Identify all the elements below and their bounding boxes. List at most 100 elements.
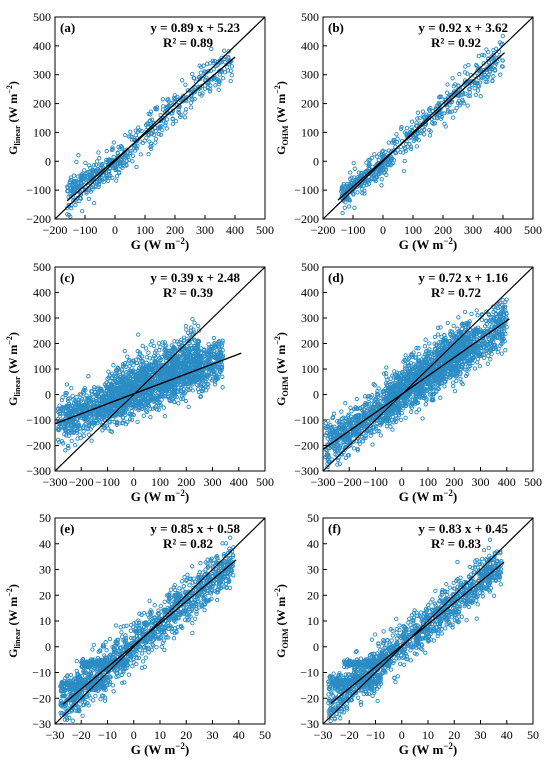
data-point	[140, 343, 145, 349]
data-point	[133, 376, 138, 381]
data-point	[67, 179, 72, 184]
data-point	[131, 412, 136, 418]
data-point	[475, 360, 480, 365]
data-point	[348, 405, 353, 410]
data-point	[196, 75, 202, 80]
data-point	[107, 175, 112, 181]
data-point	[163, 355, 168, 360]
data-point	[146, 152, 151, 157]
data-point	[188, 328, 194, 333]
data-point	[143, 346, 149, 351]
data-point	[111, 396, 116, 402]
data-point	[89, 392, 94, 398]
data-point	[153, 140, 158, 145]
data-point	[504, 311, 509, 316]
data-point	[194, 346, 199, 351]
data-point	[375, 429, 380, 434]
data-point	[503, 348, 508, 353]
data-point	[150, 367, 156, 373]
data-point	[388, 424, 393, 429]
x-tick-label: 200	[177, 475, 195, 489]
data-point	[444, 90, 450, 95]
data-point	[176, 102, 181, 108]
data-point	[109, 403, 114, 408]
data-point	[89, 172, 94, 177]
data-point	[219, 350, 224, 355]
data-point	[172, 360, 178, 365]
data-point	[485, 75, 490, 80]
x-tick-label: 0	[131, 475, 137, 489]
data-point	[414, 123, 419, 129]
data-point	[105, 376, 110, 381]
data-point	[401, 168, 407, 174]
data-point	[226, 55, 231, 60]
data-point	[102, 390, 107, 395]
data-point	[194, 365, 199, 370]
data-point	[451, 383, 456, 389]
data-point	[163, 123, 168, 128]
y-tick-label: 400	[33, 39, 51, 53]
data-point	[228, 68, 233, 73]
data-point	[86, 411, 91, 416]
data-point	[79, 175, 85, 180]
data-point	[140, 393, 146, 399]
data-point	[123, 132, 128, 138]
data-point	[198, 394, 203, 400]
data-point	[207, 89, 213, 94]
data-point	[148, 118, 153, 123]
data-point	[70, 404, 75, 409]
data-point	[491, 74, 496, 79]
data-point	[360, 170, 365, 176]
data-point	[162, 348, 167, 353]
data-point	[383, 167, 389, 172]
data-point	[479, 70, 484, 76]
data-point	[113, 373, 119, 379]
data-point	[360, 191, 365, 196]
data-point	[225, 68, 231, 73]
data-point	[352, 406, 357, 412]
data-point	[410, 127, 415, 133]
data-point	[376, 152, 382, 157]
data-point	[353, 429, 358, 435]
data-point	[360, 439, 366, 444]
data-point	[192, 85, 197, 90]
data-point	[171, 370, 177, 375]
data-point	[462, 309, 468, 315]
y-tick-label: −200	[294, 212, 319, 226]
data-point	[345, 420, 350, 425]
data-point	[496, 312, 501, 317]
data-point	[211, 335, 217, 341]
y-tick-label: 300	[301, 68, 319, 82]
data-point	[160, 340, 165, 345]
data-point	[122, 361, 128, 366]
data-point	[171, 95, 176, 101]
data-point	[201, 371, 207, 376]
data-point	[162, 414, 168, 419]
data-point	[379, 177, 384, 182]
data-point	[114, 174, 120, 179]
data-point	[355, 446, 360, 452]
panel-label: (b)	[328, 20, 344, 35]
data-point	[149, 339, 155, 344]
data-point	[457, 101, 463, 106]
data-point	[137, 400, 142, 406]
data-point	[339, 185, 345, 190]
data-point	[486, 353, 491, 358]
data-point	[126, 359, 131, 364]
y-tick-label: 0	[45, 154, 51, 168]
data-point	[113, 167, 118, 173]
data-point	[80, 208, 85, 214]
data-point	[66, 445, 71, 451]
data-point	[220, 76, 226, 81]
data-point	[178, 114, 183, 120]
data-point	[159, 397, 164, 402]
data-point	[323, 425, 328, 430]
data-point	[138, 152, 143, 157]
data-point	[157, 124, 162, 129]
data-point	[73, 408, 78, 413]
data-point	[490, 315, 495, 320]
data-point	[461, 92, 466, 97]
data-point	[491, 327, 496, 333]
data-point	[76, 400, 81, 405]
data-point	[99, 407, 104, 412]
